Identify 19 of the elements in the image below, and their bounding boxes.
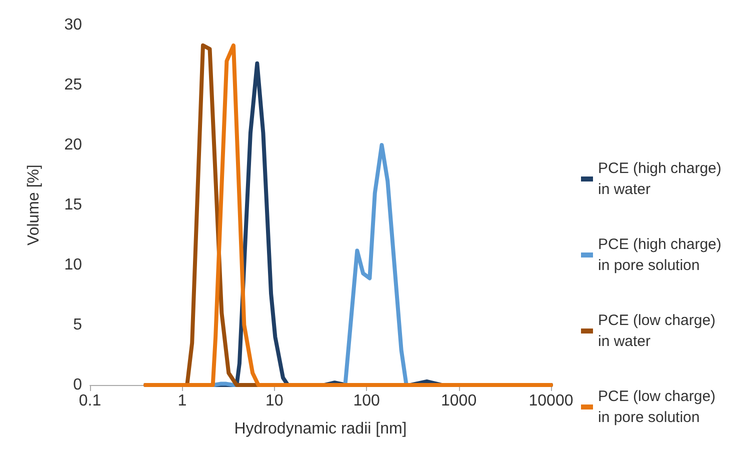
y-tick-label: 0 <box>73 376 82 394</box>
x-tick-label: 1000 <box>441 392 477 410</box>
x-axis-title: Hydrodynamic radii [nm] <box>234 420 407 438</box>
x-tick-label: 100 <box>353 392 380 410</box>
legend-label: PCE (high charge) in pore solution <box>598 236 722 274</box>
x-tick-label: 10000 <box>528 392 574 410</box>
y-tick-label: 25 <box>64 76 82 94</box>
legend-label: PCE (low charge) in water <box>598 312 716 350</box>
y-tick-label: 20 <box>64 136 82 154</box>
legend-label: PCE (high charge) in water <box>598 160 722 198</box>
y-axis-title: Volume [%] <box>26 164 42 246</box>
legend-label: PCE (low charge) in pore solution <box>598 388 716 426</box>
y-tick-label: 10 <box>64 256 82 274</box>
x-tick-label: 1 <box>178 392 187 410</box>
x-tick-label: 10 <box>266 392 284 410</box>
y-tick-label: 5 <box>73 316 82 334</box>
x-tick-label: 0.1 <box>78 392 102 410</box>
y-tick-label: 30 <box>64 16 82 34</box>
y-tick-label: 15 <box>64 196 82 214</box>
